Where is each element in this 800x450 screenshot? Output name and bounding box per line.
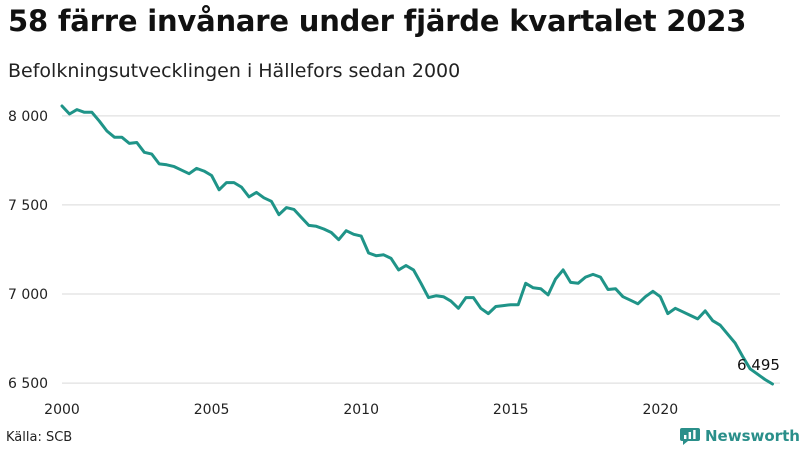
series-group — [60, 104, 774, 386]
brand-logo[interactable]: Newsworthy — [680, 427, 800, 445]
x-tick-label: 2000 — [44, 402, 80, 418]
newsworthy-logo-icon — [680, 428, 700, 445]
grid-lines — [62, 115, 780, 384]
brand-name: Newsworthy — [705, 427, 800, 445]
y-tick-label: 8 000 — [8, 109, 48, 125]
y-axis-ticks: 6 500 7 000 7 500 8 000 — [8, 109, 48, 392]
y-tick-label: 7 500 — [8, 198, 48, 214]
source-note: Källa: SCB — [6, 430, 73, 445]
y-tick-label: 7 000 — [8, 287, 48, 303]
y-tick-label: 6 500 — [8, 376, 48, 392]
x-tick-label: 2010 — [343, 402, 379, 418]
x-tick-label: 2020 — [643, 402, 679, 418]
chart-subtitle: Befolkningsutvecklingen i Hällefors seda… — [8, 60, 461, 82]
x-tick-label: 2005 — [194, 402, 230, 418]
x-tick-label: 2015 — [493, 402, 529, 418]
end-value-label: 6 495 — [737, 356, 780, 374]
chart-title: 58 färre invånare under fjärde kvartalet… — [8, 4, 747, 38]
series-line — [60, 104, 774, 386]
x-axis-ticks: 2000 2005 2010 2015 2020 — [44, 402, 678, 418]
